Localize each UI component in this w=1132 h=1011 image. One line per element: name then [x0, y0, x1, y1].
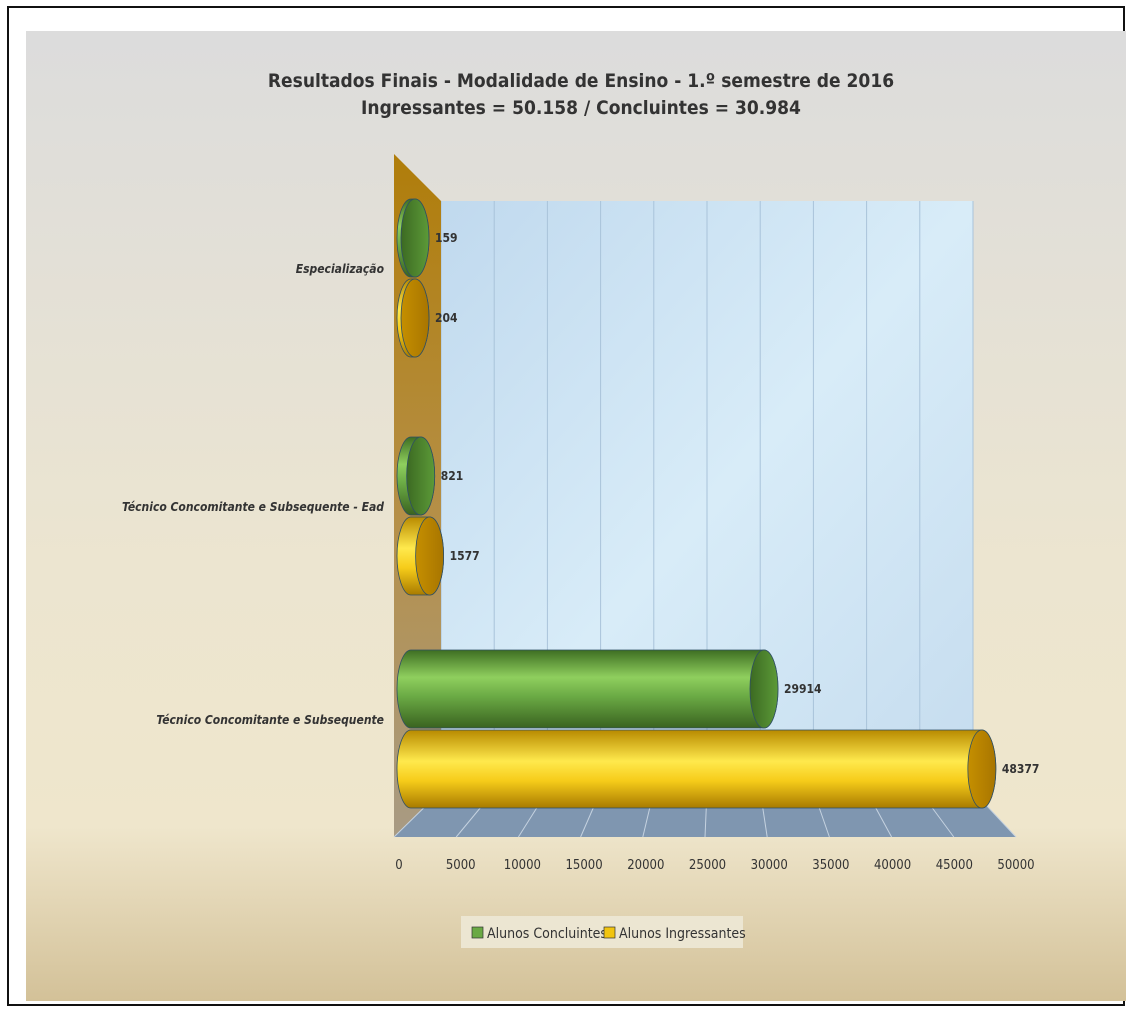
x-tick-label: 25000: [689, 858, 726, 873]
chart-subtitle: Ingressantes = 50.158 / Concluintes = 30…: [361, 97, 801, 119]
x-tick-label: 15000: [565, 858, 602, 873]
bar-cap: [749, 649, 779, 729]
category-label: Técnico Concomitante e Subsequente: [156, 713, 384, 727]
chart-title: Resultados Finais - Modalidade de Ensino…: [268, 70, 894, 92]
category-labels: Especialização Técnico Concomitante e Sub…: [122, 262, 385, 727]
chart-area: Resultados Finais - Modalidade de Ensino…: [26, 31, 1126, 1001]
value-labels: 159 204 821 1577 29914 48377: [435, 231, 1039, 776]
bar-concluintes: [396, 436, 436, 516]
x-tick-label: 0: [395, 858, 402, 873]
value-label: 821: [441, 469, 464, 483]
category-label: Especialização: [296, 262, 385, 276]
x-tick-label: 30000: [751, 858, 788, 873]
bar-concluintes: [396, 198, 430, 278]
bar-cap: [400, 278, 430, 358]
chart-frame: Resultados Finais - Modalidade de Ensino…: [7, 6, 1126, 1006]
legend-box: [461, 916, 743, 948]
bar-body: [396, 729, 997, 809]
bar-cap: [415, 516, 445, 596]
bar-cap: [967, 729, 997, 809]
bar-ingressantes: [396, 729, 997, 809]
bar-ingressantes: [396, 278, 430, 358]
value-label: 204: [435, 311, 458, 325]
x-tick-label: 10000: [504, 858, 541, 873]
x-tick-label: 5000: [446, 858, 476, 873]
bar-ingressantes: [396, 516, 445, 596]
legend-label-concluintes: Alunos Concluintes: [487, 926, 607, 942]
category-label: Técnico Concomitante e Subsequente - Ead: [122, 500, 384, 514]
x-tick-label: 45000: [936, 858, 973, 873]
x-tick-label: 20000: [627, 858, 664, 873]
x-tick-label: 50000: [997, 858, 1034, 873]
legend-swatch-concluintes: [471, 926, 484, 939]
x-tick-label: 40000: [874, 858, 911, 873]
x-axis-ticks: 0 5000 10000 15000 20000 25000 30000 35000 40000…: [395, 858, 1034, 873]
bar-concluintes: [396, 649, 779, 729]
value-label: 159: [435, 231, 458, 245]
value-label: 1577: [450, 549, 480, 563]
x-tick-label: 35000: [812, 858, 849, 873]
legend-swatch-ingressantes: [603, 926, 616, 939]
legend-label-ingressantes: Alunos Ingressantes: [619, 926, 746, 942]
value-label: 48377: [1002, 762, 1040, 776]
bar-cap: [400, 198, 430, 278]
bar-body: [396, 649, 779, 729]
legend: Alunos Concluintes Alunos Ingressantes: [461, 916, 746, 948]
bar-cap: [406, 436, 436, 516]
value-label: 29914: [784, 682, 822, 696]
bars: [396, 198, 997, 809]
